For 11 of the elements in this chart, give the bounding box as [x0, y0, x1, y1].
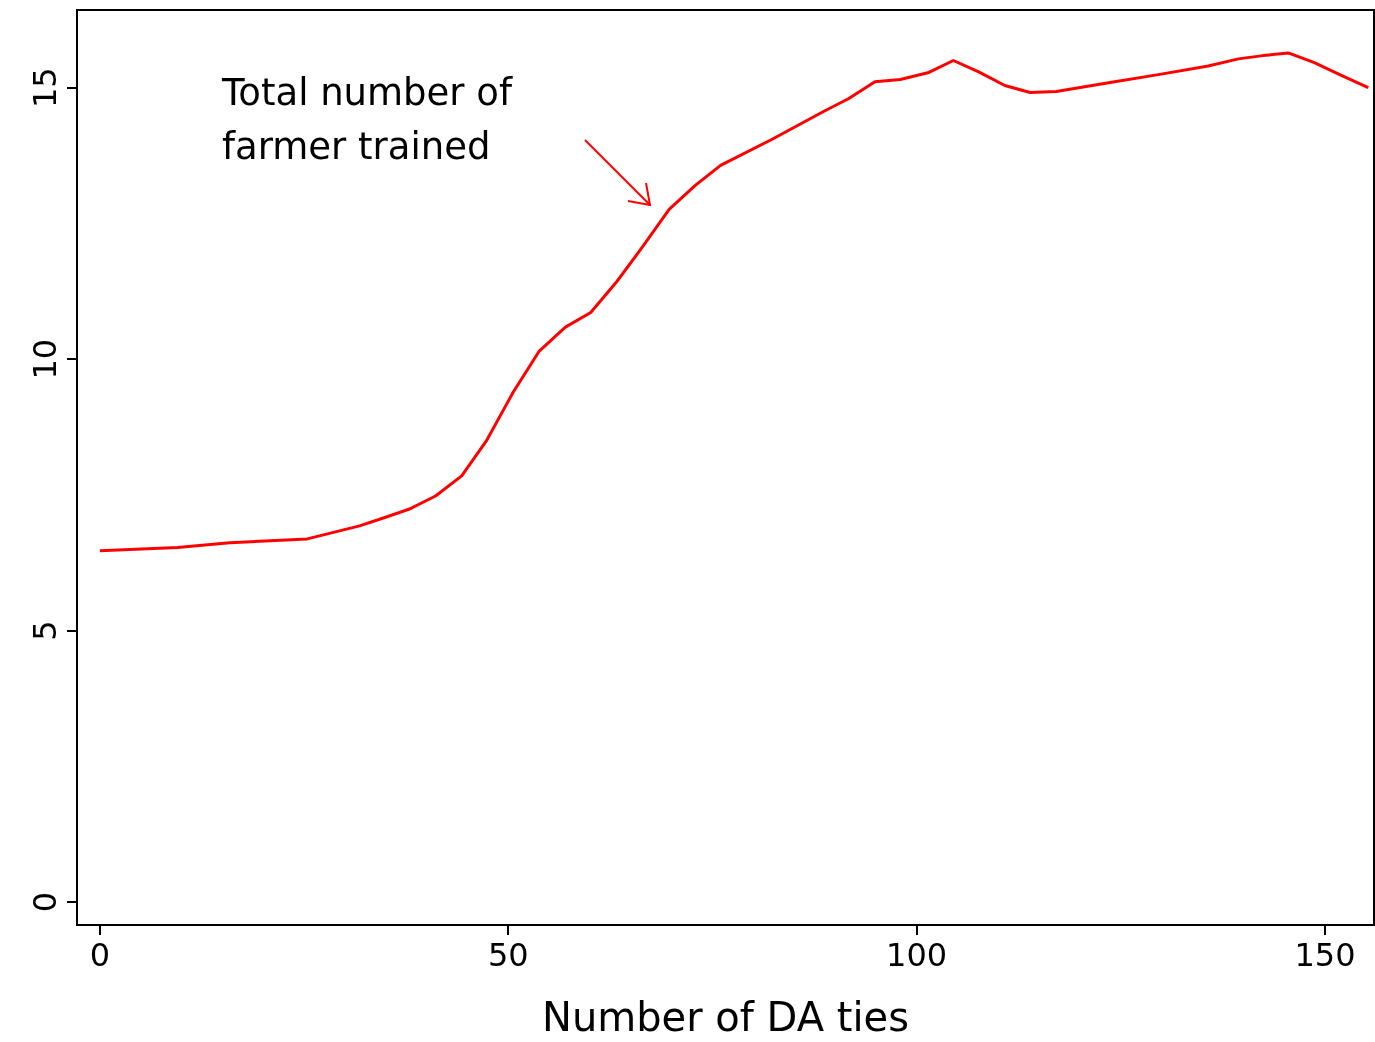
x-tick-label: 150	[1294, 936, 1356, 974]
x-tick-label: 50	[487, 936, 529, 974]
x-tick-label: 0	[89, 936, 111, 974]
x-tick-label: 100	[886, 936, 948, 974]
x-axis-title: Number of DA ties	[541, 994, 910, 1040]
y-tick-label: 5	[26, 620, 64, 641]
y-tick-label: 10	[26, 338, 64, 380]
annotation: Total number of farmer trained	[221, 70, 513, 168]
y-tick-label: 15	[26, 67, 64, 109]
y-tick-label: 0	[26, 892, 64, 913]
line-series	[98, 51, 1370, 553]
